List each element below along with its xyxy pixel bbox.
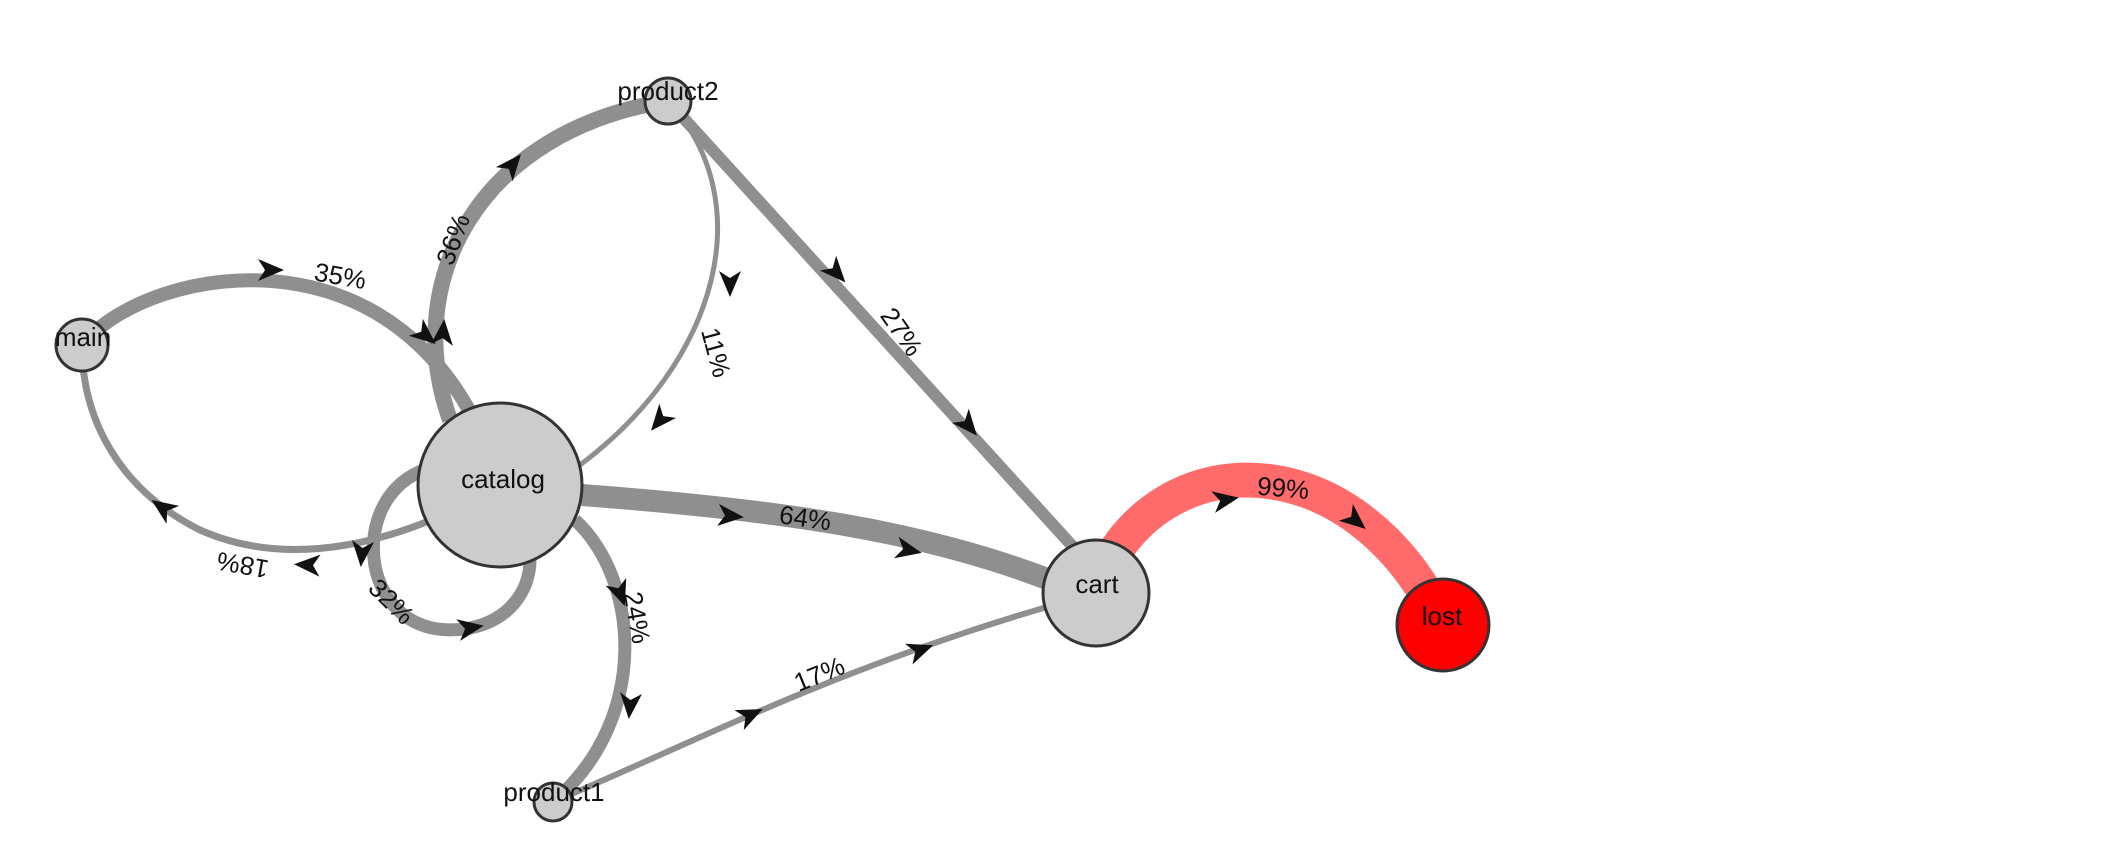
arrowhead-icon [352,540,375,567]
node-product2[interactable] [643,76,693,126]
node-label-cart: cart [1075,569,1119,599]
arrowhead-icon [893,536,922,559]
node-main[interactable] [54,317,110,373]
edge-labels-layer: 35%18%36%11% 27%64%32% 24%17%99% [214,210,1310,698]
nodes-layer [54,76,1491,823]
edge-label-product1-to-cart: 17% [789,650,848,697]
arrowhead-icon [819,255,846,283]
edge-catalog-to-cart [581,484,1054,591]
arrowhead-icon [151,499,180,524]
arrowhead-icon [294,554,321,577]
node-label-main: main [55,322,111,352]
edge-label-product2-to-catalog: 11% [695,324,737,380]
arrowhead-icon [430,319,453,346]
arrowhead-icon [456,619,484,641]
arrowhead-icon [734,709,763,731]
arrowhead-icon [951,408,977,436]
edge-cart-to-lost [1094,462,1459,633]
edge-catalog-to-catalog [366,458,537,637]
edge-label-catalog-to-cart: 64% [777,499,833,536]
edge-catalog-to-product2 [427,93,670,423]
edges-layer [76,93,1459,807]
edge-catalog-to-product1 [548,515,632,807]
node-catalog[interactable] [416,401,584,569]
arrowhead-icon [605,577,627,607]
edge-catalog-to-main [78,344,502,553]
node-product1[interactable] [532,781,574,823]
edge-label-catalog-to-product2: 36% [430,210,476,269]
edge-main-to-catalog [76,273,507,487]
arrowhead-icon [651,403,677,431]
edge-product2-to-cart [663,96,1090,565]
node-label-product2: product2 [617,76,718,106]
edge-label-catalog-to-main: 18% [214,546,270,585]
arrowhead-icon [495,154,521,182]
arrowhead-icon [620,692,643,719]
arrowhead-icon [719,271,741,297]
arrows-layer [151,154,1366,731]
arrowhead-icon [258,259,284,281]
edge-product1-to-cart [551,590,1097,805]
arrowhead-icon [904,643,934,665]
node-lost[interactable] [1395,577,1491,673]
arrowhead-icon [1211,491,1239,513]
node-label-lost: lost [1422,601,1463,631]
node-labels-layer: main catalog product2 product1 cart lost [55,76,1463,807]
edge-product2-to-catalog [578,99,721,467]
node-label-product1: product1 [503,777,604,807]
node-label-catalog: catalog [461,464,545,494]
arrowhead-icon [1338,503,1366,529]
arrowhead-icon [408,318,436,344]
edge-label-cart-to-lost: 99% [1256,471,1310,505]
node-cart[interactable] [1041,538,1151,648]
arrowhead-icon [717,503,744,526]
